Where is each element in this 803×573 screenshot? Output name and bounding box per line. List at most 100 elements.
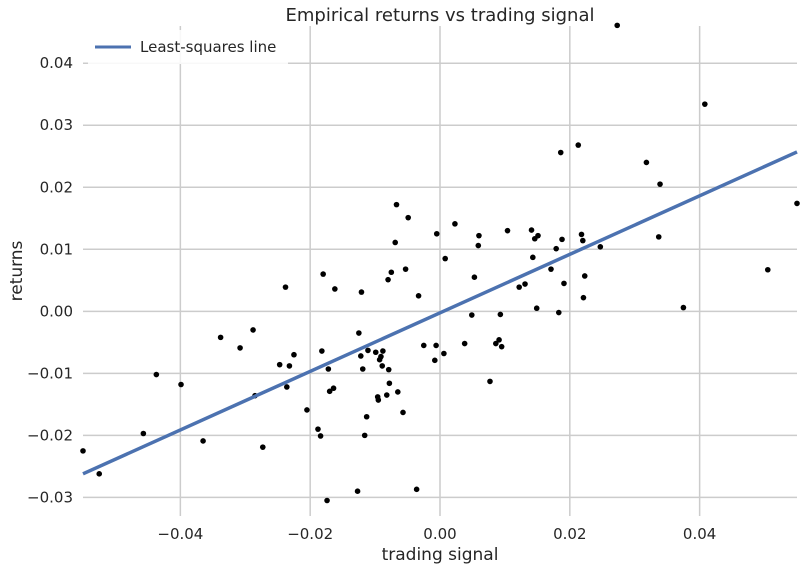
- legend-label: Least-squares line: [140, 38, 276, 56]
- x-tick-label: 0.04: [683, 525, 716, 543]
- x-tick-label: −0.04: [157, 525, 203, 543]
- scatter-point: [378, 353, 384, 360]
- scatter-point: [393, 201, 400, 208]
- data-points: [80, 22, 800, 504]
- scatter-point: [433, 230, 440, 237]
- x-tick-label: −0.02: [287, 525, 333, 543]
- scatter-point: [420, 342, 427, 349]
- scatter-point: [284, 384, 290, 390]
- x-axis-label: trading signal: [382, 545, 499, 565]
- scatter-point: [317, 433, 324, 439]
- chart-title: Empirical returns vs trading signal: [286, 5, 595, 26]
- scatter-point: [385, 366, 392, 373]
- y-tick-label: −0.01: [27, 364, 73, 382]
- scatter-point: [324, 497, 330, 504]
- scatter-point: [441, 350, 447, 357]
- y-tick-label: −0.02: [27, 426, 73, 444]
- scatter-point: [581, 273, 588, 279]
- scatter-point: [496, 337, 502, 343]
- scatter-point: [405, 214, 411, 221]
- scatter-point: [432, 357, 438, 364]
- scatter-point: [580, 294, 587, 301]
- scatter-point: [643, 159, 650, 166]
- scatter-point: [413, 486, 420, 493]
- grid-lines: [83, 26, 797, 516]
- scatter-point: [498, 343, 505, 350]
- scatter-point: [548, 266, 554, 272]
- scatter-point: [259, 444, 266, 450]
- scatter-point: [140, 430, 147, 437]
- scatter-point: [597, 244, 604, 250]
- scatter-point: [178, 381, 184, 388]
- scatter-point: [794, 200, 800, 207]
- scatter-point: [655, 234, 662, 240]
- scatter-point: [476, 232, 482, 239]
- scatter-point: [559, 236, 565, 243]
- x-tick-label: 0.02: [553, 525, 586, 543]
- scatter-point: [359, 366, 366, 372]
- scatter-point: [680, 304, 687, 311]
- scatter-point: [461, 340, 468, 347]
- scatter-point: [320, 271, 326, 277]
- scatter-point: [497, 311, 504, 318]
- scatter-point: [533, 305, 540, 312]
- scatter-point: [415, 293, 422, 299]
- y-axis-label: returns: [7, 240, 27, 301]
- least-squares-line-group: [82, 150, 798, 476]
- scatter-point: [528, 227, 535, 233]
- scatter-point: [153, 371, 160, 378]
- scatter-point: [286, 363, 293, 369]
- scatter-point: [580, 237, 586, 244]
- scatter-point: [530, 254, 536, 261]
- scatter-point: [330, 385, 337, 392]
- scatter-point: [80, 448, 86, 454]
- scatter-point: [764, 266, 771, 273]
- scatter-point: [380, 348, 386, 354]
- x-tick-labels: −0.04 −0.02 0.00 0.02 0.04: [157, 525, 716, 543]
- scatter-point: [200, 438, 206, 444]
- scatter-point: [561, 280, 567, 287]
- scatter-point: [96, 471, 103, 477]
- scatter-point: [575, 142, 582, 148]
- x-tick-label: 0.00: [423, 525, 456, 543]
- scatter-point: [383, 392, 390, 398]
- scatter-point: [361, 432, 368, 439]
- scatter-point: [535, 232, 541, 239]
- scatter-point: [471, 274, 478, 281]
- scatter-point: [365, 347, 371, 354]
- scatter-point: [217, 334, 224, 341]
- scatter-point: [452, 221, 458, 227]
- scatter-point: [358, 353, 364, 359]
- y-tick-label: 0.00: [40, 302, 73, 320]
- scatter-point: [315, 426, 321, 432]
- scatter-point: [379, 363, 386, 369]
- scatter-point: [282, 284, 289, 290]
- scatter-point: [276, 361, 283, 368]
- least-squares-line: [82, 150, 798, 476]
- scatter-point: [356, 330, 362, 336]
- scatter-point: [475, 242, 482, 249]
- y-tick-label: −0.03: [27, 488, 73, 506]
- scatter-point: [392, 239, 399, 246]
- scatter-point: [304, 407, 310, 413]
- scatter-point: [325, 366, 332, 372]
- y-tick-label: 0.04: [40, 54, 73, 72]
- scatter-point: [375, 397, 382, 403]
- scatter-point: [250, 327, 256, 333]
- scatter-point: [493, 340, 499, 347]
- scatter-point: [657, 181, 663, 187]
- scatter-point: [385, 276, 391, 283]
- scatter-point: [522, 281, 528, 287]
- scatter-point: [354, 488, 361, 494]
- scatter-point: [433, 342, 439, 349]
- scatter-point: [363, 413, 370, 420]
- scatter-point: [402, 266, 409, 272]
- scatter-point: [400, 409, 406, 416]
- scatter-point: [386, 380, 393, 387]
- scatter-point: [319, 348, 325, 354]
- scatter-point: [487, 378, 493, 385]
- scatter-point: [358, 289, 365, 295]
- scatter-point: [557, 149, 564, 156]
- scatter-point: [702, 101, 708, 107]
